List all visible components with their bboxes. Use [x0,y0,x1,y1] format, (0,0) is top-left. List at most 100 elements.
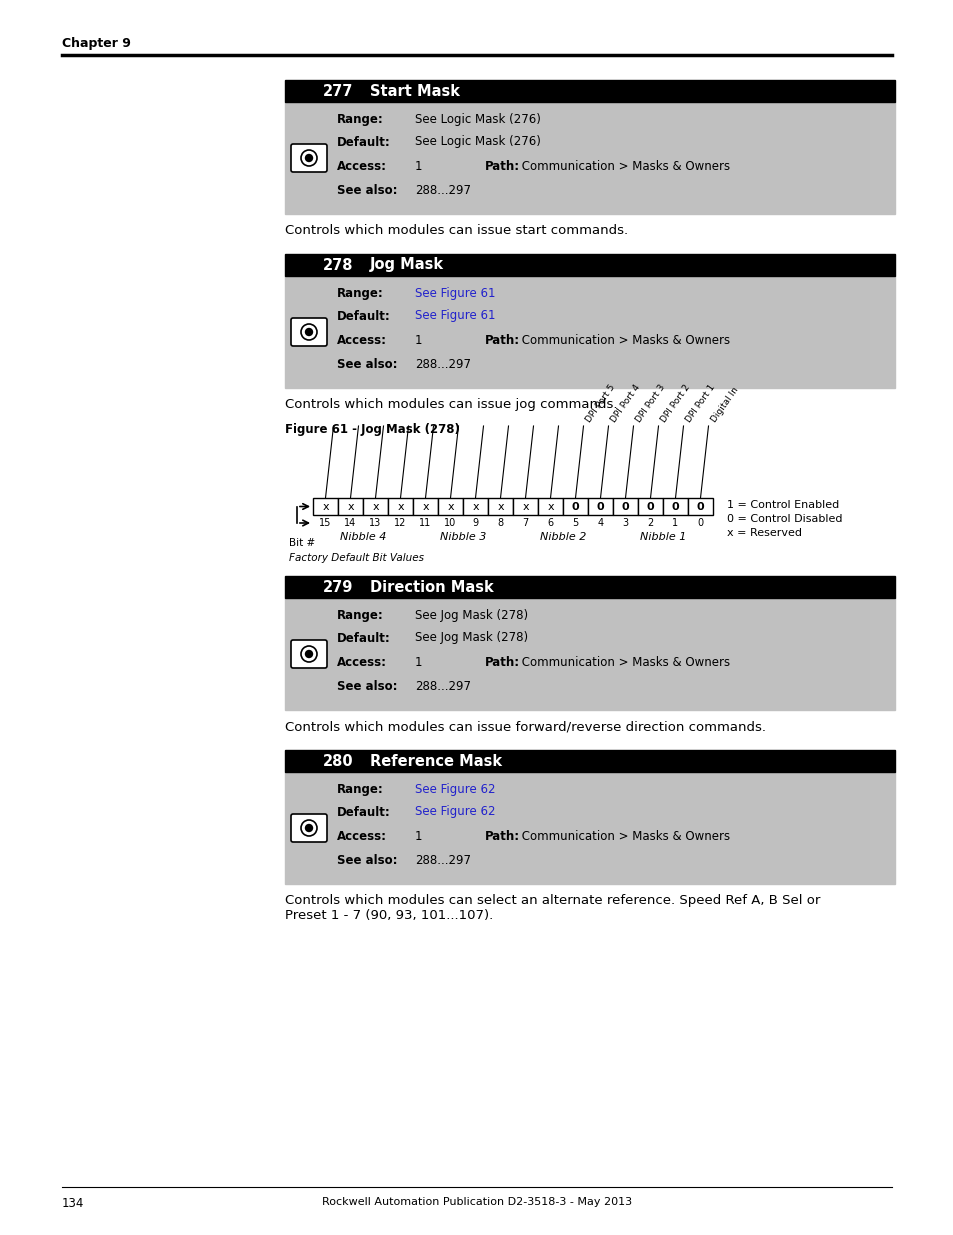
Text: Access:: Access: [336,830,387,842]
Text: 13: 13 [369,517,381,529]
Text: Chapter 9: Chapter 9 [62,37,131,49]
Bar [285,80,894,103]
Text: 9: 9 [472,517,478,529]
Text: Access:: Access: [336,159,387,173]
Text: Nibble 4: Nibble 4 [339,532,386,542]
Text: See also:: See also: [336,853,397,867]
Bar [285,275,894,388]
Text: 288...297: 288...297 [415,679,471,693]
Text: See also:: See also: [336,184,397,196]
Text: DPI Port 2: DPI Port 2 [659,383,692,424]
Text: Range:: Range: [336,114,383,126]
Bar [613,498,638,515]
Text: Path:: Path: [484,830,519,842]
Circle shape [301,149,316,165]
Text: 288...297: 288...297 [415,184,471,196]
Text: 3: 3 [621,517,628,529]
Text: x: x [322,501,329,511]
Bar [662,498,687,515]
Text: Start Mask: Start Mask [370,84,459,99]
Text: Reference Mask: Reference Mask [370,753,501,768]
Text: Controls which modules can issue forward/reverse direction commands.: Controls which modules can issue forward… [285,720,765,734]
Text: 12: 12 [394,517,406,529]
FancyBboxPatch shape [291,144,327,172]
Text: DPI Port 4: DPI Port 4 [609,383,641,424]
Text: Path:: Path: [484,333,519,347]
Bar [437,498,462,515]
Text: Figure 61 - Jog Mask (278): Figure 61 - Jog Mask (278) [285,424,459,436]
Text: Controls which modules can issue start commands.: Controls which modules can issue start c… [285,224,627,237]
Text: 277: 277 [323,84,353,99]
Bar [462,498,488,515]
Text: 14: 14 [344,517,356,529]
Text: 0: 0 [646,501,654,511]
Circle shape [301,820,316,836]
Text: x: x [472,501,478,511]
Circle shape [305,329,313,336]
Bar [562,498,587,515]
Text: 288...297: 288...297 [415,357,471,370]
Text: Default:: Default: [336,631,391,645]
Text: 5: 5 [572,517,578,529]
Text: Nibble 2: Nibble 2 [539,532,585,542]
Text: See Figure 62: See Figure 62 [415,783,495,797]
Text: 1: 1 [415,159,422,173]
Text: Factory Default Bit Values: Factory Default Bit Values [289,553,423,563]
Circle shape [305,651,313,657]
Text: See Figure 62: See Figure 62 [415,805,495,819]
Bar [388,498,413,515]
Bar [537,498,562,515]
Text: 1: 1 [415,333,422,347]
Text: Communication > Masks & Owners: Communication > Masks & Owners [517,333,729,347]
Text: See Jog Mask (278): See Jog Mask (278) [415,631,528,645]
Text: Default:: Default: [336,136,391,148]
Text: 0: 0 [671,501,679,511]
Bar [513,498,537,515]
Circle shape [305,154,313,162]
Text: DPI Port 3: DPI Port 3 [634,383,666,424]
Text: 1: 1 [415,830,422,842]
Text: Communication > Masks & Owners: Communication > Masks & Owners [517,656,729,668]
Text: See Jog Mask (278): See Jog Mask (278) [415,610,528,622]
Text: Access:: Access: [336,656,387,668]
FancyBboxPatch shape [291,814,327,842]
Bar [313,498,337,515]
Text: x: x [422,501,428,511]
Text: DPI Port 1: DPI Port 1 [684,383,717,424]
Text: Access:: Access: [336,333,387,347]
Bar [337,498,363,515]
Text: 0: 0 [571,501,578,511]
Text: Range:: Range: [336,288,383,300]
Text: 6: 6 [547,517,553,529]
Text: See Logic Mask (276): See Logic Mask (276) [415,136,540,148]
Text: 1: 1 [672,517,678,529]
Bar [638,498,662,515]
Text: 279: 279 [323,579,353,594]
Bar [363,498,388,515]
Bar [285,598,894,710]
Text: 0: 0 [696,501,703,511]
Text: x = Reserved: x = Reserved [726,529,801,538]
Circle shape [301,646,316,662]
Text: Controls which modules can select an alternate reference. Speed Ref A, B Sel or
: Controls which modules can select an alt… [285,894,820,923]
Text: 8: 8 [497,517,503,529]
Bar [488,498,513,515]
Text: Communication > Masks & Owners: Communication > Masks & Owners [517,830,729,842]
Text: See Figure 61: See Figure 61 [415,310,495,322]
Text: 10: 10 [444,517,456,529]
Text: 280: 280 [323,753,354,768]
Bar [285,254,894,275]
Bar [587,498,613,515]
Text: Direction Mask: Direction Mask [370,579,494,594]
Text: Nibble 1: Nibble 1 [639,532,685,542]
FancyBboxPatch shape [291,640,327,668]
Text: 1 = Control Enabled: 1 = Control Enabled [726,500,839,510]
Bar [413,498,437,515]
Text: 134: 134 [62,1197,84,1210]
Text: 288...297: 288...297 [415,853,471,867]
Circle shape [301,324,316,340]
Text: Communication > Masks & Owners: Communication > Masks & Owners [517,159,729,173]
Circle shape [305,825,313,831]
Text: 4: 4 [597,517,603,529]
FancyBboxPatch shape [291,317,327,346]
